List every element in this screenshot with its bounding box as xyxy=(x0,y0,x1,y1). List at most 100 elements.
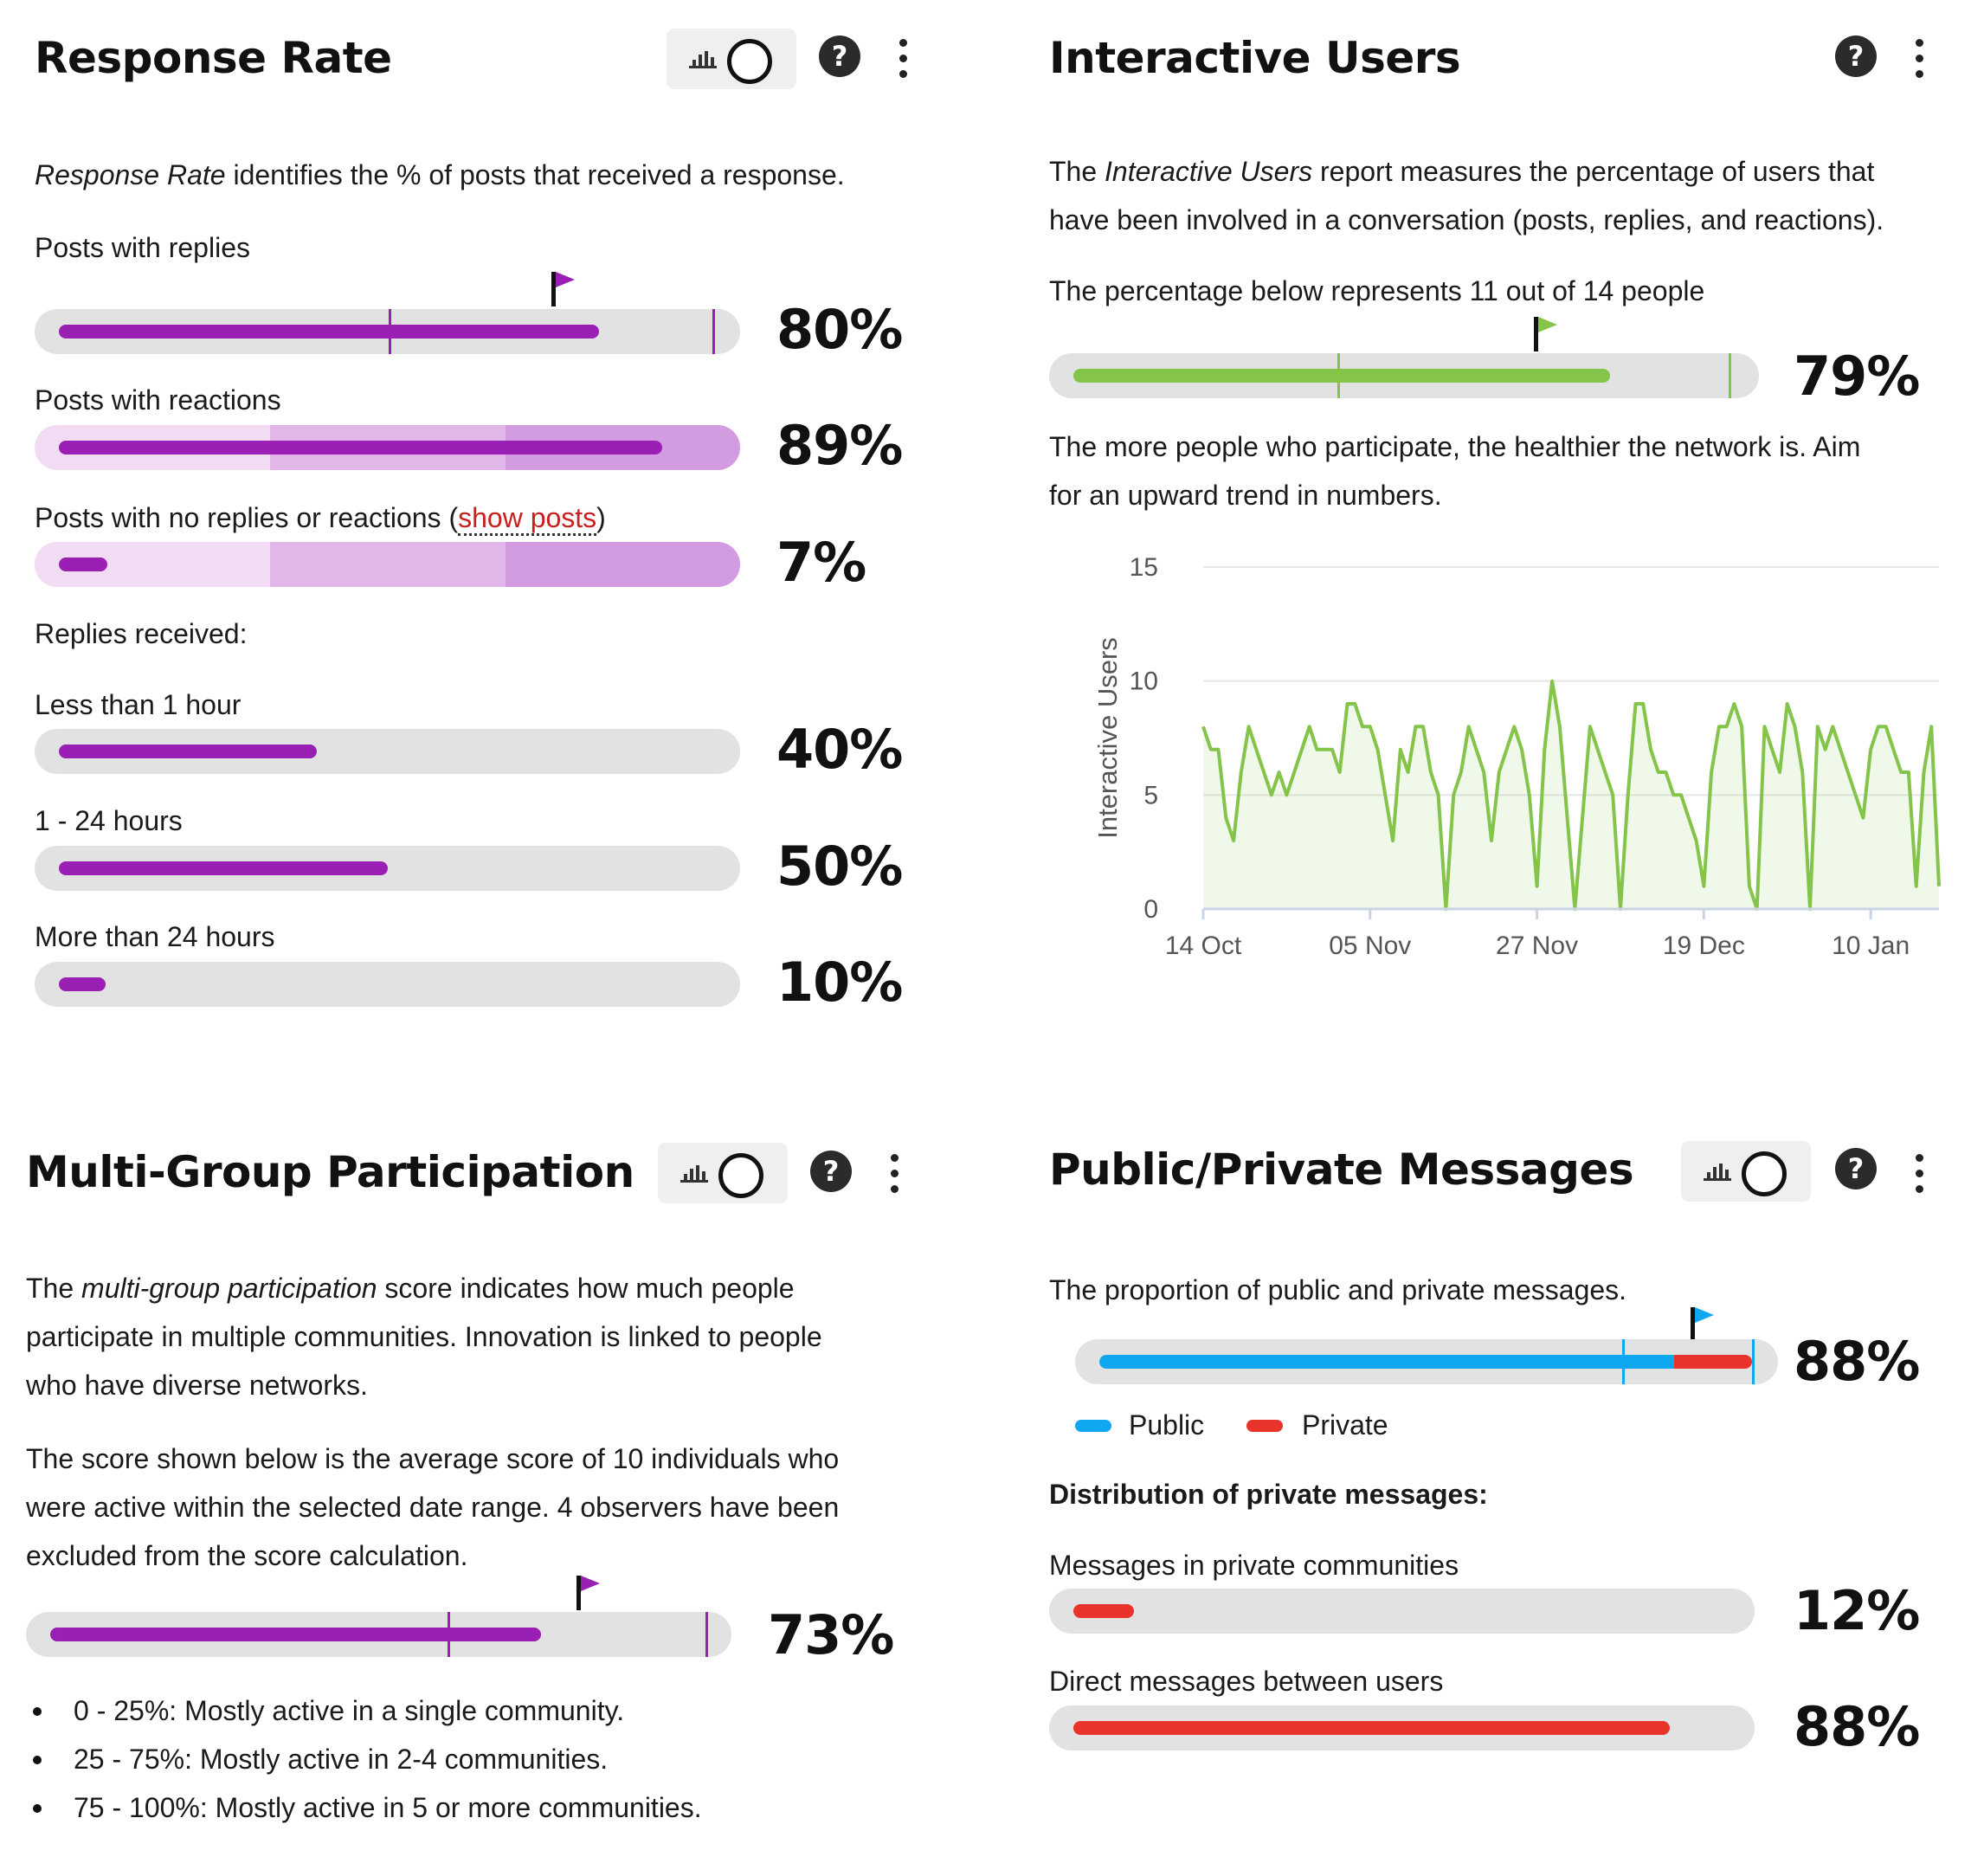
bar-chart-icon xyxy=(1704,1162,1731,1181)
reply-time-percent: 40% xyxy=(776,718,903,781)
chart-toggle[interactable] xyxy=(667,29,796,89)
private-distribution-bar xyxy=(1049,1589,1755,1634)
x-tick-label: 14 Oct xyxy=(1165,932,1242,960)
multi-group-p2-line3: excluded from the score calculation. xyxy=(26,1540,468,1571)
benchmark-tick xyxy=(448,1612,450,1657)
bar-chart-icon xyxy=(689,49,717,68)
band-high xyxy=(506,542,740,587)
private-distribution-fill xyxy=(1073,1604,1134,1618)
list-item: 25 - 75%: Mostly active in 2-4 communiti… xyxy=(26,1735,702,1783)
distribution-heading: Distribution of private messages: xyxy=(1049,1479,1488,1510)
multi-group-p1-line2: participate in multiple communities. Inn… xyxy=(26,1321,822,1352)
target-flag-icon xyxy=(1691,1307,1717,1342)
interactive-users-advice-line2: for an upward trend in numbers. xyxy=(1049,480,1442,511)
help-icon[interactable]: ? xyxy=(1835,1148,1877,1189)
x-tick-label: 05 Nov xyxy=(1329,932,1411,960)
reply-time-percent: 10% xyxy=(776,951,903,1014)
public-private-intro: The proportion of public and private mes… xyxy=(1049,1274,1627,1305)
x-tick-label: 19 Dec xyxy=(1663,932,1745,960)
more-vertical-icon[interactable] xyxy=(897,37,909,81)
posts-with-replies-bar xyxy=(35,309,740,354)
posts-with-reactions-percent: 89% xyxy=(776,414,903,477)
response-rate-title: Response Rate xyxy=(35,33,392,83)
public-fill xyxy=(1099,1355,1674,1369)
target-flag-icon xyxy=(551,272,577,306)
multi-group-title: Multi-Group Participation xyxy=(26,1147,634,1197)
public-private-bar xyxy=(1075,1339,1778,1384)
posts-with-reactions-fill xyxy=(59,441,663,454)
multi-group-p1-line1: The multi-group participation score indi… xyxy=(26,1273,795,1304)
list-item: 0 - 25%: Mostly active in a single commu… xyxy=(26,1686,702,1735)
reply-time-fill xyxy=(59,861,388,875)
posts-with-reactions-label: Posts with reactions xyxy=(35,384,281,416)
list-item: 75 - 100%: Mostly active in 5 or more co… xyxy=(26,1783,702,1832)
multi-group-fill xyxy=(50,1628,541,1641)
y-tick-label: 10 xyxy=(1130,667,1158,696)
chart-toggle[interactable] xyxy=(1681,1141,1811,1202)
more-vertical-icon[interactable] xyxy=(1913,1152,1925,1196)
more-vertical-icon[interactable] xyxy=(1913,37,1925,81)
band-mid xyxy=(270,542,506,587)
x-tick-label: 10 Jan xyxy=(1832,932,1910,960)
interactive-users-percent: 79% xyxy=(1794,345,1920,408)
interactive-users-advice-line1: The more people who participate, the hea… xyxy=(1049,431,1861,462)
private-legend-label: Private xyxy=(1302,1409,1388,1441)
public-private-title: Public/Private Messages xyxy=(1049,1144,1634,1195)
interactive-users-intro-line1: The Interactive Users report measures th… xyxy=(1049,156,1875,187)
public-private-percent: 88% xyxy=(1794,1330,1920,1393)
posts-no-replies-fill xyxy=(59,558,107,571)
posts-with-replies-percent: 80% xyxy=(776,298,903,361)
y-tick-label: 5 xyxy=(1143,781,1158,809)
chart-toggle[interactable] xyxy=(658,1143,788,1203)
replies-received-heading: Replies received: xyxy=(35,618,248,649)
target-tick xyxy=(1729,353,1731,398)
private-legend-swatch xyxy=(1246,1420,1283,1432)
private-distribution-label: Messages in private communities xyxy=(1049,1550,1459,1581)
benchmark-tick xyxy=(389,309,391,354)
reply-time-fill xyxy=(59,745,317,758)
reply-time-bar xyxy=(35,729,740,774)
more-vertical-icon[interactable] xyxy=(888,1152,900,1196)
reply-time-bar xyxy=(35,846,740,891)
target-tick xyxy=(712,309,715,354)
y-tick-label: 0 xyxy=(1143,895,1158,924)
reply-time-bar xyxy=(35,962,740,1007)
interactive-users-title: Interactive Users xyxy=(1049,33,1461,83)
series-area xyxy=(1203,680,1939,909)
help-icon[interactable]: ? xyxy=(1835,35,1877,77)
interactive-users-bar xyxy=(1049,353,1759,398)
posts-no-replies-label: Posts with no replies or reactions (show… xyxy=(35,502,606,536)
posts-with-replies-label: Posts with replies xyxy=(35,232,250,263)
y-tick-label: 15 xyxy=(1130,553,1158,582)
private-distribution-label: Direct messages between users xyxy=(1049,1666,1444,1697)
multi-group-bar xyxy=(26,1612,731,1657)
benchmark-tick xyxy=(1337,353,1340,398)
posts-no-replies-bar xyxy=(35,542,740,587)
response-rate-intro: Response Rate identifies the % of posts … xyxy=(35,159,845,190)
multi-group-p2-line2: were active within the selected date ran… xyxy=(26,1492,840,1523)
reply-time-label: Less than 1 hour xyxy=(35,689,242,720)
multi-group-legend-list: 0 - 25%: Mostly active in a single commu… xyxy=(26,1686,702,1832)
help-icon[interactable]: ? xyxy=(819,35,860,77)
toggle-knob xyxy=(1742,1151,1787,1196)
help-icon[interactable]: ? xyxy=(810,1151,852,1192)
private-distribution-fill xyxy=(1073,1721,1671,1735)
private-distribution-percent: 88% xyxy=(1794,1695,1920,1758)
public-legend-swatch xyxy=(1075,1420,1111,1432)
interactive-users-intro-line2: have been involved in a conversation (po… xyxy=(1049,204,1884,235)
bar-chart-icon xyxy=(680,1164,708,1183)
reply-time-fill xyxy=(59,977,106,991)
target-tick xyxy=(1752,1339,1755,1384)
show-posts-link[interactable]: show posts xyxy=(458,502,597,536)
multi-group-p2-line1: The score shown below is the average sco… xyxy=(26,1443,840,1474)
private-distribution-percent: 12% xyxy=(1794,1579,1920,1642)
toggle-knob xyxy=(718,1153,763,1198)
benchmark-tick xyxy=(1622,1339,1625,1384)
multi-group-p1-line3: who have diverse networks. xyxy=(26,1370,368,1401)
public-legend-label: Public xyxy=(1129,1409,1205,1441)
series-line xyxy=(1201,679,1941,911)
reply-time-label: 1 - 24 hours xyxy=(35,805,183,836)
posts-no-replies-percent: 7% xyxy=(776,531,866,594)
interactive-users-chart: 15 10 5 0 Interactive Users 14 Oct 05 Nov 27 No… xyxy=(1092,553,1941,960)
target-tick xyxy=(705,1612,708,1657)
